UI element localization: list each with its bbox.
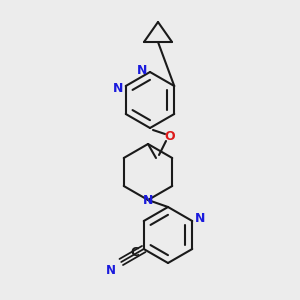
Text: O: O — [165, 130, 175, 142]
Text: N: N — [106, 263, 116, 277]
Text: N: N — [137, 64, 147, 76]
Text: N: N — [143, 194, 153, 206]
Text: C: C — [131, 246, 140, 259]
Text: N: N — [112, 82, 123, 94]
Text: N: N — [195, 212, 206, 226]
